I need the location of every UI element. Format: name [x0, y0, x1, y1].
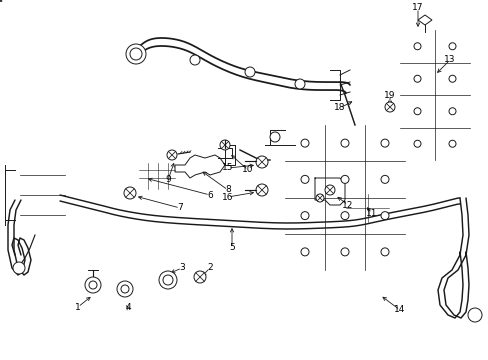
Text: 13: 13: [443, 55, 455, 64]
Circle shape: [413, 43, 420, 50]
Circle shape: [380, 175, 388, 183]
Circle shape: [190, 55, 200, 65]
Text: 7: 7: [177, 203, 183, 212]
Circle shape: [467, 308, 481, 322]
Circle shape: [117, 281, 133, 297]
Circle shape: [340, 212, 348, 220]
Circle shape: [85, 277, 101, 293]
Circle shape: [124, 187, 136, 199]
Circle shape: [89, 281, 97, 289]
Circle shape: [220, 140, 229, 150]
Text: 10: 10: [242, 166, 253, 175]
Circle shape: [256, 156, 267, 168]
Circle shape: [384, 102, 394, 112]
Circle shape: [413, 75, 420, 82]
Text: 12: 12: [342, 201, 353, 210]
Circle shape: [380, 139, 388, 147]
Circle shape: [380, 248, 388, 256]
Text: 11: 11: [366, 208, 377, 217]
Circle shape: [126, 44, 146, 64]
Circle shape: [301, 248, 308, 256]
Circle shape: [159, 271, 177, 289]
Circle shape: [448, 75, 455, 82]
Circle shape: [194, 271, 205, 283]
Circle shape: [315, 194, 324, 202]
Text: 17: 17: [411, 4, 423, 13]
Circle shape: [448, 140, 455, 147]
Circle shape: [244, 67, 254, 77]
Circle shape: [448, 108, 455, 115]
Circle shape: [413, 140, 420, 147]
Circle shape: [301, 139, 308, 147]
Text: 1: 1: [75, 302, 81, 311]
Circle shape: [413, 108, 420, 115]
Circle shape: [325, 185, 334, 195]
Circle shape: [301, 212, 308, 220]
Text: 18: 18: [334, 104, 345, 112]
Text: 3: 3: [179, 264, 184, 273]
Circle shape: [167, 150, 177, 160]
Circle shape: [340, 248, 348, 256]
Text: 14: 14: [393, 306, 405, 315]
Text: 15: 15: [222, 163, 233, 172]
Circle shape: [340, 139, 348, 147]
Circle shape: [269, 132, 280, 142]
Text: 16: 16: [222, 193, 233, 202]
Text: 9: 9: [165, 175, 170, 184]
Circle shape: [301, 175, 308, 183]
Text: 5: 5: [229, 243, 234, 252]
Circle shape: [340, 175, 348, 183]
Text: 19: 19: [384, 90, 395, 99]
Text: 6: 6: [207, 190, 212, 199]
Text: 4: 4: [125, 303, 131, 312]
Circle shape: [294, 79, 305, 89]
Circle shape: [13, 262, 25, 274]
Text: 8: 8: [224, 185, 230, 194]
Circle shape: [380, 212, 388, 220]
Circle shape: [256, 184, 267, 196]
Circle shape: [448, 43, 455, 50]
Text: 2: 2: [207, 264, 212, 273]
